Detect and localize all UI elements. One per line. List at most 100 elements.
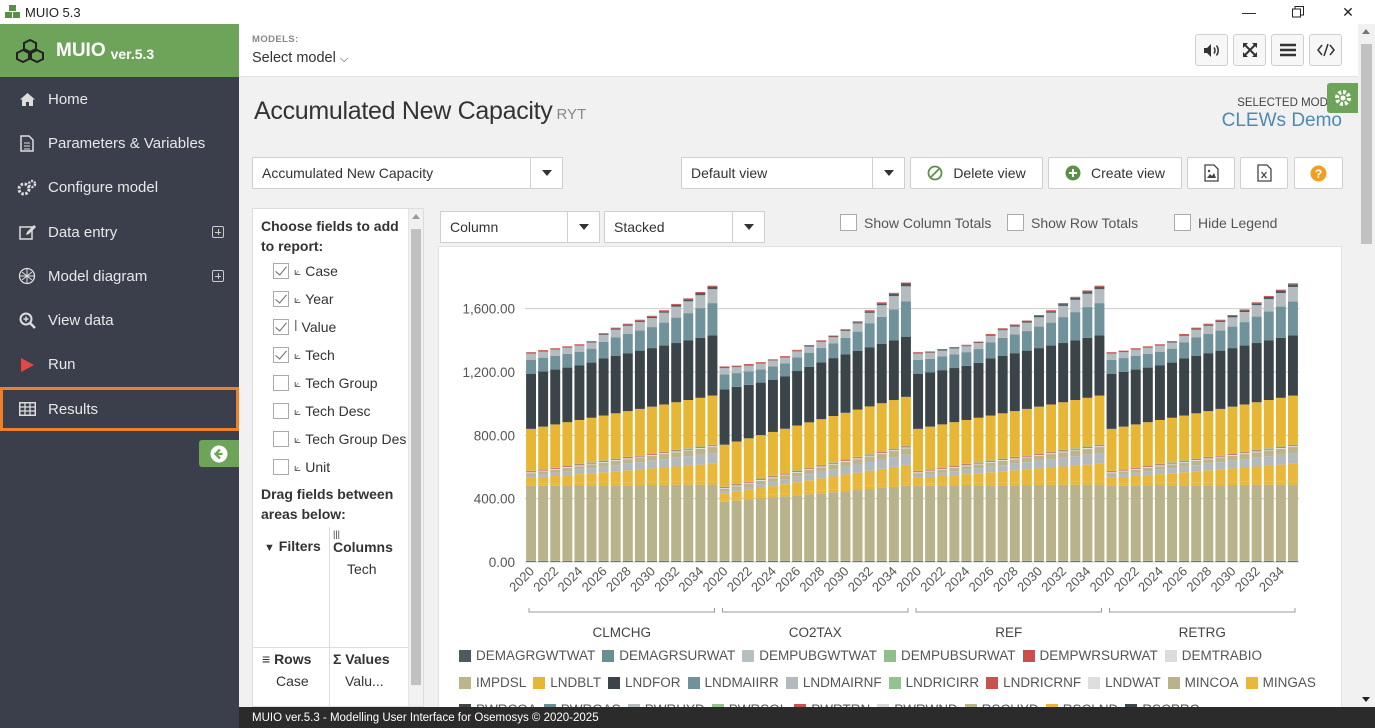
bar-segment xyxy=(1167,463,1177,465)
sidebar-item-results[interactable]: Results xyxy=(0,387,239,432)
show-column-totals-toggle[interactable]: Show Column Totals xyxy=(840,214,991,231)
x-tick-label: 2020 xyxy=(893,564,924,595)
checkbox[interactable] xyxy=(1007,214,1024,231)
scroll-up-icon[interactable] xyxy=(412,214,420,219)
legend-item[interactable]: LNDMAIRNF xyxy=(785,671,882,696)
columns-area[interactable]: ||| Columns Tech xyxy=(333,529,393,577)
field-item-tech-group[interactable]: ⟀ Tech Group xyxy=(273,375,378,391)
field-item-tech-desc[interactable]: ⟀ Tech Desc xyxy=(273,403,371,419)
sidebar-item-run[interactable]: Run xyxy=(0,343,239,387)
legend-item[interactable]: LNDFOR xyxy=(608,671,681,696)
sidebar-item-view-data[interactable]: View data xyxy=(0,298,239,342)
field-checkbox[interactable] xyxy=(273,431,289,447)
bar-segment xyxy=(1082,448,1093,455)
field-item-value[interactable]: ꟾ Value xyxy=(273,319,336,335)
field-panel-scroll-thumb[interactable] xyxy=(411,229,421,685)
view-select[interactable]: Default view xyxy=(681,157,905,189)
field-checkbox[interactable] xyxy=(273,263,289,279)
legend-item[interactable]: DEMPUBGWTWAT xyxy=(742,644,877,669)
legend-item[interactable]: LNDRICIRR xyxy=(888,671,979,696)
field-item-case[interactable]: ⟀ Case xyxy=(273,263,338,279)
legend-item[interactable]: DEMPUBSURWAT xyxy=(884,644,1016,669)
rows-field-case[interactable]: Case xyxy=(276,673,309,689)
chart-type-select[interactable]: Column xyxy=(440,211,600,243)
legend-swatch xyxy=(794,703,807,707)
legend-item[interactable]: MINCOA xyxy=(1167,671,1239,696)
legend-item[interactable]: RSCHYD xyxy=(964,698,1039,707)
field-checkbox[interactable] xyxy=(273,319,289,335)
legend-item[interactable]: DEMTRABIO xyxy=(1164,644,1262,669)
export-image-button[interactable] xyxy=(1187,157,1235,189)
legend-item[interactable]: LNDMAIIRR xyxy=(687,671,779,696)
values-area[interactable]: Σ Values Valu... xyxy=(333,651,390,689)
legend-item[interactable]: RSCPRC xyxy=(1125,698,1199,707)
field-item-unit[interactable]: ⟀ Unit xyxy=(273,459,330,475)
legend-item[interactable]: PWRWND xyxy=(877,698,958,707)
legend-item[interactable]: DEMAGRGWTWAT xyxy=(459,644,595,669)
sidebar-item-model-diagram[interactable]: Model diagram xyxy=(0,254,239,298)
page-scrollbar[interactable] xyxy=(1358,24,1375,707)
expand-icon[interactable] xyxy=(212,226,224,239)
app-logo[interactable]: MUIO ver.5.3 xyxy=(0,24,239,77)
legend-item[interactable]: PWRGAS xyxy=(543,698,621,707)
create-view-button[interactable]: Create view xyxy=(1048,157,1182,189)
legend-item[interactable]: LNDWAT xyxy=(1088,671,1161,696)
variable-select[interactable]: Accumulated New Capacity xyxy=(252,157,563,189)
legend-item[interactable]: LNDBLT xyxy=(533,671,601,696)
page-scroll-thumb[interactable] xyxy=(1361,44,1372,244)
field-item-tech[interactable]: ⟀ Tech xyxy=(273,347,335,363)
restore-icon[interactable] xyxy=(1275,0,1321,24)
field-panel-scrollbar[interactable] xyxy=(408,209,423,706)
values-field-value[interactable]: Valu... xyxy=(345,673,384,689)
field-checkbox[interactable] xyxy=(273,403,289,419)
sidebar-item-configure[interactable]: Configure model xyxy=(0,166,239,210)
stacking-select[interactable]: Stacked xyxy=(604,211,765,243)
close-icon[interactable]: ✕ xyxy=(1342,3,1354,20)
sidebar-item-data-entry[interactable]: Data entry xyxy=(0,210,239,254)
legend-item[interactable]: MINGAS xyxy=(1245,671,1316,696)
fullscreen-button[interactable] xyxy=(1233,34,1266,66)
settings-button[interactable] xyxy=(1327,83,1358,113)
field-checkbox[interactable] xyxy=(273,459,289,475)
legend-item[interactable]: LNDRICRNF xyxy=(986,671,1081,696)
legend-item[interactable]: DEMAGRSURWAT xyxy=(602,644,735,669)
hide-legend-toggle[interactable]: Hide Legend xyxy=(1174,214,1277,231)
code-button[interactable] xyxy=(1309,34,1342,66)
bar-segment xyxy=(1070,481,1081,485)
scroll-down-icon[interactable] xyxy=(1362,697,1370,702)
field-item-tech-group-des[interactable]: ⟀ Tech Group Des xyxy=(273,431,406,447)
legend-item[interactable]: PWRCOA xyxy=(459,698,537,707)
sound-button[interactable] xyxy=(1195,34,1228,66)
legend-item[interactable]: PWRTRN xyxy=(794,698,870,707)
minimize-icon[interactable]: — xyxy=(1242,4,1256,20)
legend-item[interactable]: IMPDSL xyxy=(459,671,526,696)
field-checkbox[interactable] xyxy=(273,347,289,363)
legend-item[interactable]: PWRSOL xyxy=(711,698,787,707)
help-button[interactable]: ? xyxy=(1294,157,1343,189)
filters-area[interactable]: ▼ Filters xyxy=(264,538,321,554)
field-checkbox[interactable] xyxy=(273,375,289,391)
model-select[interactable]: Select model ⌵ xyxy=(252,50,349,66)
collapse-sidebar-button[interactable] xyxy=(199,440,239,467)
sidebar-item-parameters[interactable]: Parameters & Variables xyxy=(0,121,239,165)
bar-segment xyxy=(876,305,887,317)
expand-icon[interactable] xyxy=(212,270,224,283)
show-row-totals-toggle[interactable]: Show Row Totals xyxy=(1007,214,1138,231)
delete-view-button[interactable]: Delete view xyxy=(910,157,1043,189)
checkbox[interactable] xyxy=(1174,214,1191,231)
legend-item[interactable]: DEMPWRSURWAT xyxy=(1022,644,1158,669)
bar-segment xyxy=(864,561,875,562)
bar-segment xyxy=(937,476,948,484)
export-excel-button[interactable] xyxy=(1240,157,1288,189)
columns-field-tech[interactable]: Tech xyxy=(347,561,377,577)
legend-item[interactable]: RSCLND xyxy=(1045,698,1118,707)
scroll-up-icon[interactable] xyxy=(1362,29,1370,34)
rows-area[interactable]: ≡ Rows Case xyxy=(262,651,312,689)
bar-segment xyxy=(683,481,694,485)
field-item-year[interactable]: ⟀ Year xyxy=(273,291,334,307)
checkbox[interactable] xyxy=(840,214,857,231)
menu-button[interactable] xyxy=(1271,34,1304,66)
field-checkbox[interactable] xyxy=(273,291,289,307)
legend-item[interactable]: PWRHYD xyxy=(627,698,705,707)
sidebar-item-home[interactable]: Home xyxy=(0,77,239,121)
